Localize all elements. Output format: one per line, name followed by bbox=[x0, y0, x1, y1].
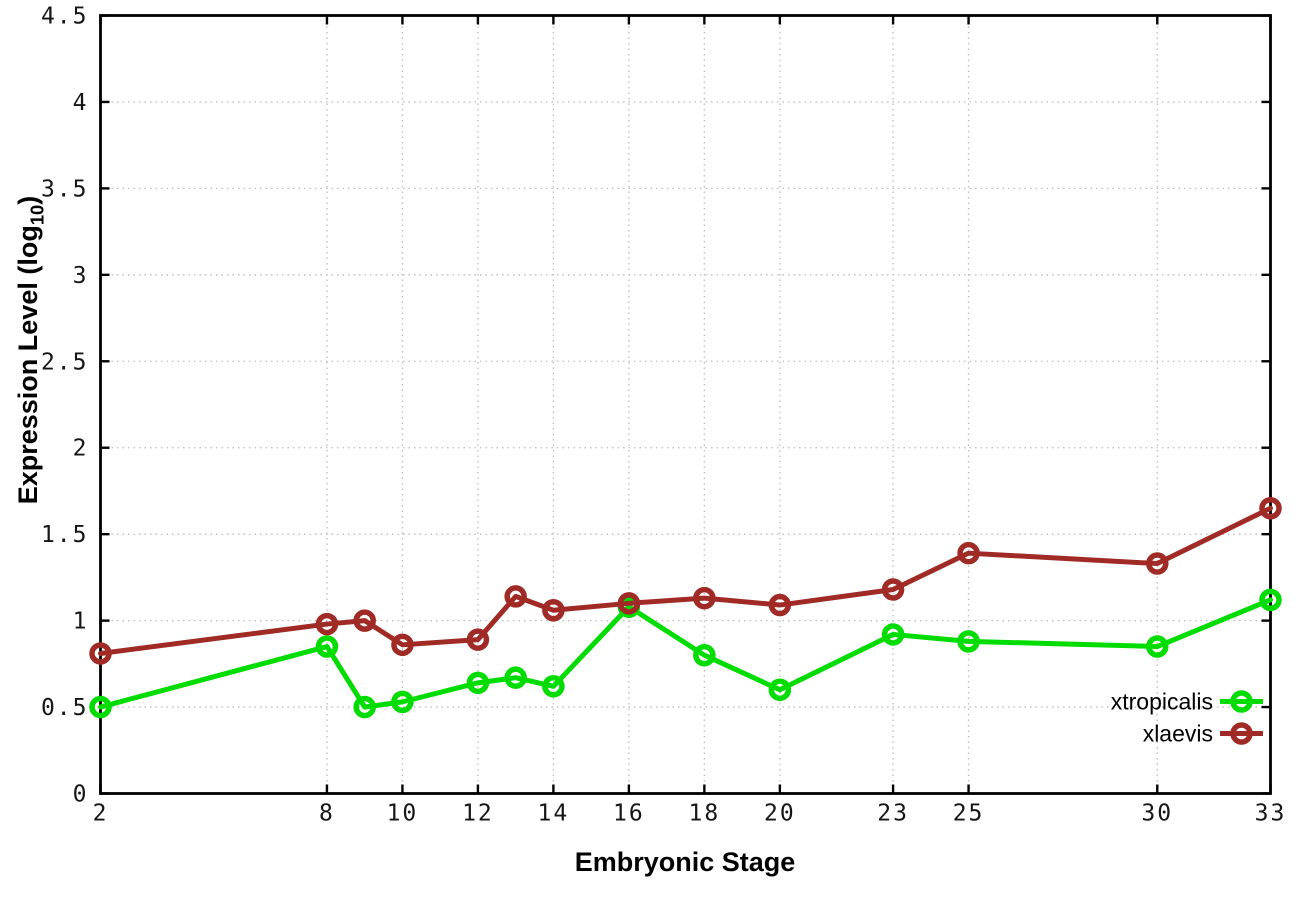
x-tick-label: 16 bbox=[613, 801, 645, 827]
series-xtropicalis-point bbox=[1259, 588, 1282, 612]
series-xtropicalis-point bbox=[1146, 635, 1169, 658]
x-tick-label: 12 bbox=[462, 801, 494, 827]
legend-marker-xlaevis bbox=[1230, 722, 1253, 745]
legend-label-xlaevis: xlaevis bbox=[1143, 721, 1213, 747]
y-tick-label: 4 bbox=[73, 90, 89, 116]
y-tick-label: 0 bbox=[73, 782, 89, 808]
series-xlaevis-point bbox=[1259, 496, 1282, 520]
y-axis-title: Expression Level (log10) bbox=[6, 50, 50, 650]
x-tick-label: 14 bbox=[538, 801, 570, 827]
x-tick-label: 18 bbox=[689, 801, 721, 827]
series-xlaevis-point bbox=[1146, 552, 1169, 575]
series-xtropicalis-point bbox=[391, 690, 414, 714]
x-tick-label: 2 bbox=[93, 801, 109, 827]
y-axis-title-subscript: 10 bbox=[26, 204, 48, 226]
y-tick-label: 0.5 bbox=[41, 695, 89, 721]
y-tick-label: 2 bbox=[73, 436, 89, 462]
x-tick-label: 30 bbox=[1141, 801, 1173, 827]
y-tick-label: 4.5 bbox=[41, 4, 89, 30]
plot-border bbox=[99, 14, 1272, 795]
series-xlaevis-point bbox=[504, 585, 527, 608]
series-xtropicalis-line bbox=[98, 597, 1273, 710]
y-axis-title-main: Expression Level (log bbox=[13, 225, 43, 505]
series-xlaevis-point bbox=[957, 541, 980, 565]
series-xlaevis-point bbox=[353, 609, 376, 632]
series-xtropicalis-point bbox=[504, 666, 527, 689]
gridlines bbox=[100, 15, 1271, 794]
y-tick-label: 1.5 bbox=[41, 522, 89, 548]
x-tick-label: 20 bbox=[764, 801, 796, 827]
series-xtropicalis-point bbox=[693, 643, 716, 667]
series-xlaevis-point bbox=[881, 578, 905, 601]
x-tick-label: 23 bbox=[877, 801, 909, 827]
series-xlaevis-point bbox=[693, 586, 716, 610]
series-xlaevis-point bbox=[466, 628, 490, 651]
series-xtropicalis-point bbox=[768, 678, 792, 702]
series-xlaevis-line bbox=[98, 505, 1273, 656]
y-axis-title-close: ) bbox=[13, 195, 43, 205]
x-axis-title: Embryonic Stage bbox=[574, 847, 796, 877]
legend-entry-xlaevis: xlaevis bbox=[1143, 721, 1263, 747]
legend: xtropicalis xlaevis bbox=[1111, 689, 1263, 747]
series-xlaevis-point bbox=[617, 592, 641, 615]
x-tick-label: 33 bbox=[1255, 801, 1287, 827]
series-xlaevis-point bbox=[89, 642, 112, 665]
x-tick-label: 25 bbox=[953, 801, 985, 827]
x-tick-label: 10 bbox=[387, 801, 419, 827]
series-xtropicalis-point bbox=[466, 671, 490, 695]
tick-marks bbox=[99, 14, 1272, 795]
series-xtropicalis-point bbox=[542, 675, 565, 698]
series-xlaevis-point bbox=[768, 593, 792, 617]
series-xtropicalis-point bbox=[315, 635, 339, 658]
series-xtropicalis bbox=[89, 588, 1282, 719]
series-xlaevis-point bbox=[391, 633, 414, 657]
x-tick-label: 8 bbox=[319, 801, 335, 827]
legend-label-xtropicalis: xtropicalis bbox=[1111, 689, 1213, 715]
series-xlaevis-point bbox=[315, 612, 339, 636]
series-xtropicalis-point bbox=[353, 695, 376, 719]
series-xtropicalis-point bbox=[881, 623, 905, 646]
y-tick-label: 2.5 bbox=[41, 349, 89, 375]
y-tick-label: 3.5 bbox=[41, 176, 89, 202]
series-xtropicalis-point bbox=[89, 695, 112, 719]
series-xlaevis-point bbox=[542, 598, 565, 622]
y-tick-label: 1 bbox=[73, 609, 89, 635]
series-xtropicalis-point bbox=[957, 630, 980, 653]
series-xlaevis bbox=[89, 496, 1282, 665]
legend-marker-xtropicalis bbox=[1230, 690, 1253, 713]
y-tick-label: 3 bbox=[73, 263, 89, 289]
legend-entry-xtropicalis: xtropicalis bbox=[1111, 689, 1263, 715]
